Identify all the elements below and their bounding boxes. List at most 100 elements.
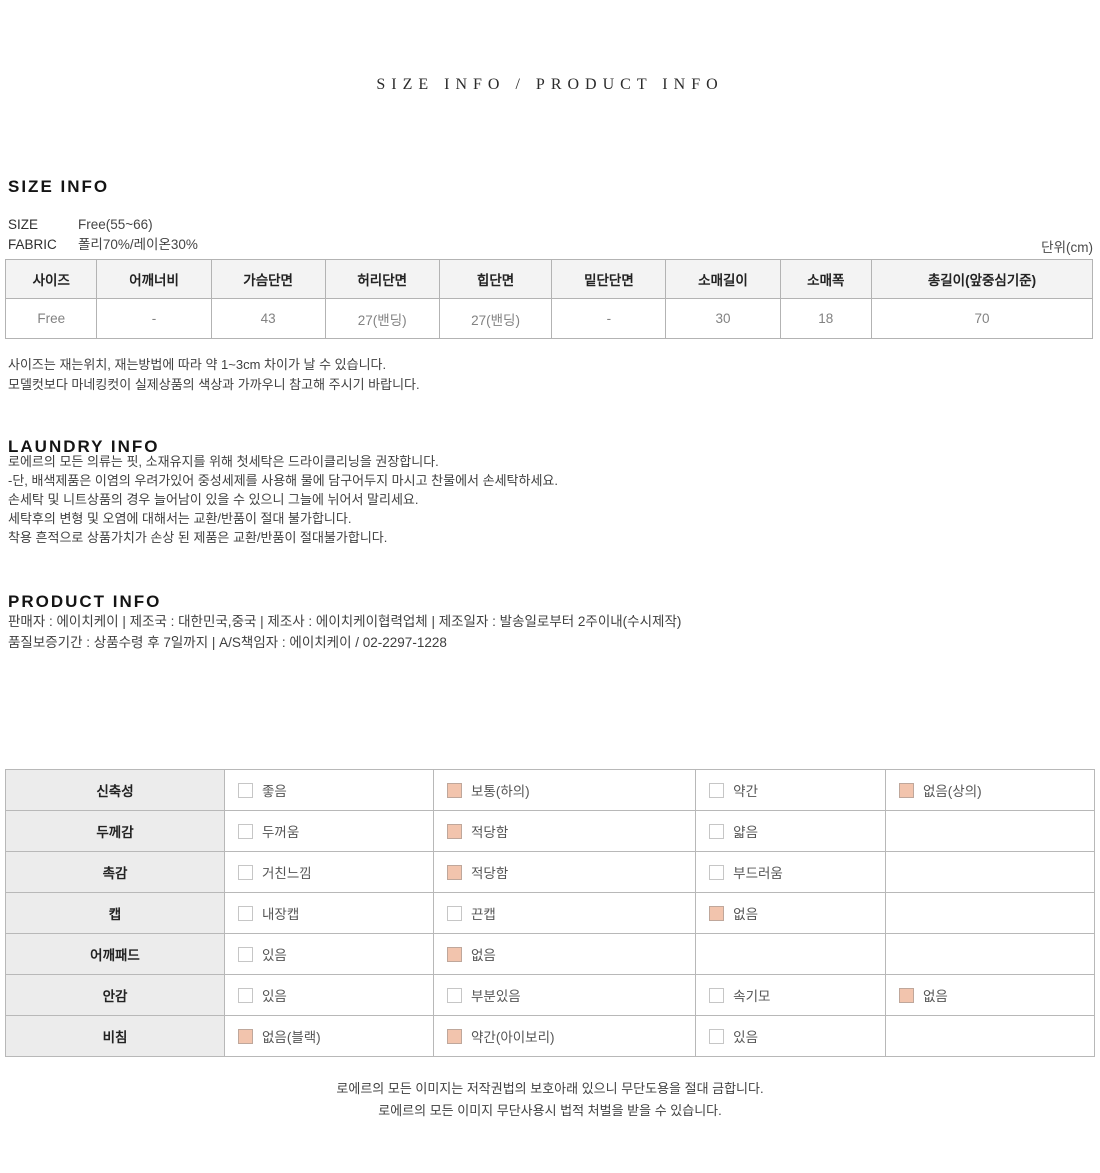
attribute-option-cell: 있음 <box>695 1015 886 1057</box>
checkbox-checked-icon <box>447 864 462 880</box>
size-table-header-cell: 밑단단면 <box>551 259 667 299</box>
checkbox-unchecked-icon <box>238 905 253 921</box>
size-table-cell: 30 <box>665 298 781 339</box>
attribute-option-cell: 얇음 <box>695 810 886 852</box>
product-info-line: 판매자 : 에이치케이 | 제조국 : 대한민국,중국 | 제조사 : 에이치케… <box>8 614 682 629</box>
size-table-header-cell: 총길이(앞중심기준) <box>871 259 1093 299</box>
attribute-option-label: 끈캡 <box>471 907 496 922</box>
size-table-header-row: 사이즈 어깨너비 가슴단면 허리단면 힙단면 밑단단면 소매길이 소매폭 총길이(앞중심기준) <box>4 259 1093 299</box>
product-info-heading: PRODUCT INFO <box>8 592 162 612</box>
attribute-label: 두께감 <box>5 810 225 852</box>
checkbox-unchecked-icon <box>238 946 253 962</box>
attribute-option-label: 있음 <box>733 1030 759 1045</box>
attribute-option-cell: 부분있음 <box>432 974 697 1016</box>
size-table-header-cell: 가슴단면 <box>210 259 326 299</box>
attribute-label: 신축성 <box>5 769 225 811</box>
fabric-label: FABRIC <box>8 237 57 252</box>
attribute-option: 적당함 <box>447 862 694 882</box>
attribute-option-cell <box>695 933 886 975</box>
attribute-option: 두꺼움 <box>238 821 432 841</box>
attribute-option-label: 없음 <box>733 907 759 922</box>
attribute-option-cell: 적당함 <box>432 810 697 852</box>
attribute-option: 내장캡 <box>238 903 432 923</box>
laundry-info-line: 손세탁 및 니트상품의 경우 늘어남이 있을 수 있으니 그늘에 뉘어서 말리세… <box>8 492 419 507</box>
attribute-option: 끈캡 <box>447 903 694 923</box>
attribute-row: 촉감 거친느낌 적당함 부드러움 <box>5 851 1096 893</box>
size-label: SIZE <box>8 217 39 232</box>
attribute-option-label: 보통(하의) <box>471 784 530 799</box>
attribute-label: 안감 <box>5 974 225 1016</box>
size-table-header-cell: 사이즈 <box>4 259 98 299</box>
attribute-option-cell: 적당함 <box>432 851 697 893</box>
laundry-info-line: 착용 흔적으로 상품가치가 손상 된 제품은 교환/반품이 절대불가합니다. <box>8 530 388 545</box>
attribute-option-label: 있음 <box>262 989 287 1004</box>
attribute-option-cell: 있음 <box>224 974 434 1016</box>
attribute-option-cell: 없음 <box>695 892 886 934</box>
checkbox-unchecked-icon <box>238 823 253 839</box>
attribute-option-label: 부분있음 <box>471 989 521 1004</box>
attribute-option: 없음(상의) <box>898 780 1093 800</box>
attribute-option-label: 거친느낌 <box>262 866 312 881</box>
attribute-option-label: 없음(블랙) <box>262 1030 321 1045</box>
size-note-line: 사이즈는 재는위치, 재는방법에 따라 약 1~3cm 차이가 날 수 있습니다… <box>8 357 387 372</box>
checkbox-checked-icon <box>898 782 914 798</box>
attribute-option-cell: 없음 <box>432 933 697 975</box>
fabric-spec-row: FABRIC 폴리70%/레이온30% <box>8 235 198 255</box>
size-table-header-cell: 소매폭 <box>779 259 873 299</box>
laundry-info-line: 세탁후의 변형 및 오염에 대해서는 교환/반품이 절대 불가합니다. <box>8 511 352 526</box>
size-specs: SIZE Free(55~66) FABRIC 폴리70%/레이온30% <box>8 215 198 255</box>
attribute-row: 캡 내장캡 끈캡 없음 <box>5 892 1096 934</box>
attribute-option-label: 약간(아이보리) <box>471 1030 555 1045</box>
size-info-heading: SIZE INFO <box>8 177 110 197</box>
checkbox-unchecked-icon <box>447 905 462 921</box>
laundry-info-text: 로에르의 모든 의류는 핏, 소재유지를 위해 첫세탁은 드라이클리닝을 권장합… <box>8 452 558 547</box>
attribute-row: 어깨패드 있음 없음 <box>5 933 1096 975</box>
attribute-option: 거친느낌 <box>238 862 432 882</box>
size-table-cell: 70 <box>871 298 1093 339</box>
attribute-option-label: 좋음 <box>262 784 287 799</box>
attribute-option: 약간 <box>709 780 884 800</box>
checkbox-unchecked-icon <box>709 987 725 1003</box>
size-spec-row: SIZE Free(55~66) <box>8 215 198 235</box>
attribute-option: 부드러움 <box>709 862 884 882</box>
checkbox-checked-icon <box>447 823 462 839</box>
attribute-option-cell <box>884 1015 1096 1057</box>
attribute-table: 신축성 좋음 보통(하의) 약간 없음(상의) 두께감 두꺼움 적당함 얇음 촉감 거친느낌 적당함 부… <box>5 769 1096 1057</box>
attribute-option-label: 적당함 <box>471 825 509 840</box>
attribute-option-cell: 끈캡 <box>432 892 697 934</box>
size-note-line: 모델컷보다 마네킹컷이 실제상품의 색상과 가까우니 참고해 주시기 바랍니다. <box>8 377 420 392</box>
attribute-option: 부분있음 <box>447 985 694 1005</box>
attribute-option-cell <box>884 851 1096 893</box>
attribute-option-cell: 두꺼움 <box>224 810 434 852</box>
attribute-row: 신축성 좋음 보통(하의) 약간 없음(상의) <box>5 769 1096 811</box>
attribute-option-cell: 있음 <box>224 933 434 975</box>
attribute-option: 얇음 <box>709 821 884 841</box>
attribute-table-body: 신축성 좋음 보통(하의) 약간 없음(상의) 두께감 두꺼움 적당함 얇음 촉감 거친느낌 적당함 부… <box>5 769 1096 1057</box>
size-table-cell: Free <box>4 298 98 339</box>
size-table-header-cell: 힙단면 <box>438 259 553 299</box>
attribute-option-label: 있음 <box>262 948 287 963</box>
size-table-cell: 43 <box>210 298 326 339</box>
attribute-label: 어깨패드 <box>5 933 225 975</box>
attribute-option: 보통(하의) <box>447 780 694 800</box>
laundry-info-heading: LAUNDRY INFO <box>8 437 160 457</box>
product-info-text: 판매자 : 에이치케이 | 제조국 : 대한민국,중국 | 제조사 : 에이치케… <box>8 611 681 653</box>
size-table-container: 사이즈 어깨너비 가슴단면 허리단면 힙단면 밑단단면 소매길이 소매폭 총길이(앞중심기준) … <box>4 259 1093 339</box>
attribute-option-cell: 좋음 <box>224 769 434 811</box>
copyright-line: 로에르의 모든 이미지 무단사용시 법적 처벌을 받을 수 있습니다. <box>378 1103 722 1118</box>
attribute-option-cell: 없음 <box>884 974 1096 1016</box>
attribute-option: 적당함 <box>447 821 694 841</box>
attribute-option-cell <box>884 933 1096 975</box>
attribute-row: 안감 있음 부분있음 속기모 없음 <box>5 974 1096 1016</box>
attribute-option-label: 속기모 <box>733 989 771 1004</box>
attribute-option: 있음 <box>238 944 432 964</box>
attribute-option: 없음 <box>898 985 1093 1005</box>
unit-label: 단위(cm) <box>1041 240 1093 255</box>
copyright-footer: 로에르의 모든 이미지는 저작권법의 보호아래 있으니 무단도용을 절대 금합니… <box>0 1078 1100 1122</box>
attribute-option-cell <box>884 810 1096 852</box>
checkbox-unchecked-icon <box>447 987 462 1003</box>
attribute-option-cell: 거친느낌 <box>224 851 434 893</box>
attribute-option: 없음 <box>447 944 694 964</box>
page-title: SIZE INFO / PRODUCT INFO <box>376 76 724 93</box>
checkbox-checked-icon <box>898 987 914 1003</box>
